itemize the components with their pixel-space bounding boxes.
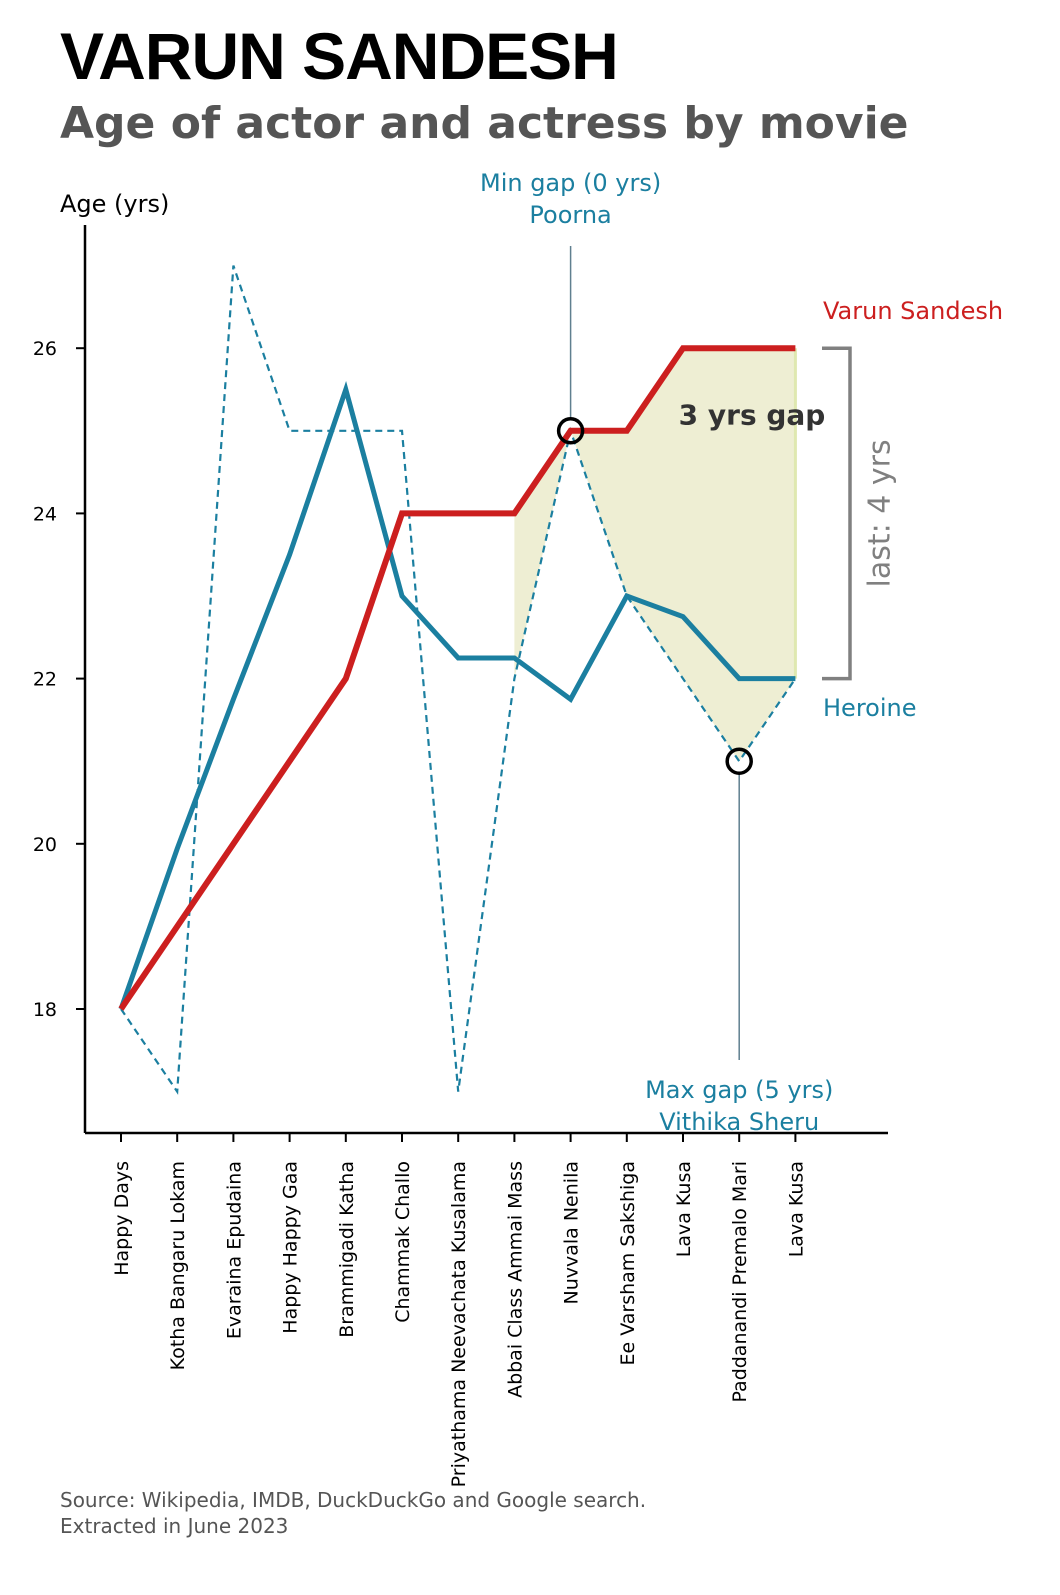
heroine-series-label: Heroine [823,694,916,722]
x-tick-label: Evaraina Epudaina [223,1161,245,1339]
max-gap-label: Max gap (5 yrs) [645,1076,833,1104]
x-tick-label: Ee Varsham Sakshiga [617,1161,639,1365]
last-gap-bracket [822,346,852,681]
x-axis-ticks: Happy Days Kotha Bangaru Lokam Evaraina Ep… [111,1133,807,1487]
x-tick-label: Paddanandi Premalo Mari [729,1161,751,1403]
y-axis-ticks: 18 20 22 24 26 [33,338,85,1021]
source-note: Source: Wikipedia, IMDB, DuckDuckGo and … [60,1487,646,1539]
chart-title: VARUN SANDESH [60,19,619,93]
y-tick-label: 26 [33,338,57,360]
x-tick-label: Happy Happy Gaa [280,1161,302,1334]
series-line-solid-thick [118,345,796,1011]
x-tick-label: Nuvvala Nenila [561,1161,583,1305]
min-gap-marker [556,417,585,445]
series-line-dashed [120,265,797,1095]
y-tick-label: 20 [33,834,57,856]
chart-subtitle: Age of actor and actress by movie [60,98,909,149]
min-gap-label: Min gap (0 yrs) [480,169,661,197]
max-gap-marker [725,747,753,775]
x-tick-label: Lava Kusa [673,1161,695,1257]
gap-area [514,348,796,762]
actor-series-label: Varun Sandesh [823,297,1003,325]
annotation-labels: last: 4 yrs Min gap (0 yrs) Poorna Max gap … [480,169,1003,1136]
x-tick-label: Priyathama Neevachata Kusalama [448,1161,470,1487]
gap-markers [556,417,753,775]
annotation-leader-lines [569,246,740,1060]
max-gap-name: Vithika Sheru [659,1108,819,1136]
y-tick-label: 22 [33,669,57,691]
x-tick-label: Lava Kusa [785,1161,807,1257]
center-gap-label: 3 yrs gap [679,398,826,431]
y-tick-label: 18 [33,999,57,1021]
series-lines [118,265,797,1095]
x-tick-label: Kotha Bangaru Lokam [167,1161,189,1370]
x-tick-label: Brammigadi Katha [336,1161,358,1338]
series-line-solid [118,380,796,1010]
y-tick-label: 24 [33,503,57,525]
x-tick-label: Abbai Class Ammai Mass [504,1161,526,1398]
source-line-2: Extracted in June 2023 [60,1514,289,1538]
x-tick-label: Happy Days [111,1161,133,1276]
x-tick-label: Chammak Challo [392,1161,414,1323]
source-line-1: Source: Wikipedia, IMDB, DuckDuckGo and … [60,1488,647,1512]
y-axis-label: Age (yrs) [60,190,169,218]
last-gap-label: last: 4 yrs [863,439,898,587]
min-gap-name: Poorna [529,201,611,229]
gap-shaded-area [514,348,797,762]
